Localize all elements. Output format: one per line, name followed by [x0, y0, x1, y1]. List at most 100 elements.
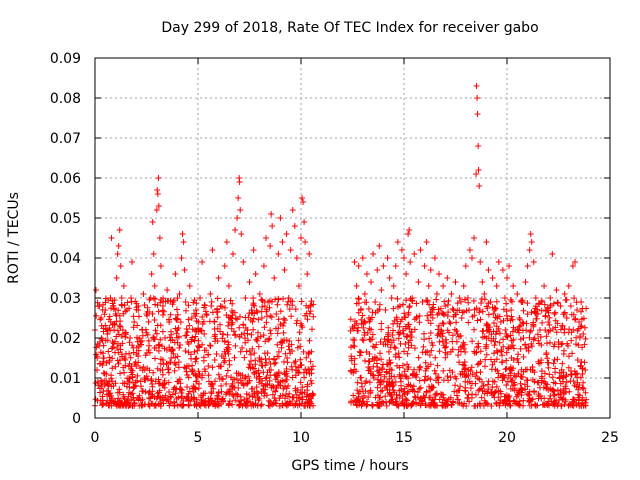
data-point: [179, 231, 186, 237]
data-point: [411, 251, 418, 257]
data-point: [104, 331, 111, 337]
data-point: [117, 263, 124, 269]
data-point: [250, 247, 257, 253]
data-point: [475, 167, 482, 173]
data-point: [561, 291, 568, 297]
data-point: [236, 179, 243, 185]
data-point: [374, 267, 381, 273]
data-point: [557, 303, 564, 309]
data-point: [291, 223, 298, 229]
data-point: [468, 255, 475, 261]
dense-scatter-cloud: [92, 295, 590, 409]
data-point: [417, 247, 424, 253]
data-point: [225, 283, 232, 289]
data-point: [471, 235, 478, 241]
data-point: [188, 315, 195, 321]
data-point: [248, 307, 255, 313]
data-point: [106, 359, 113, 365]
data-point: [155, 175, 162, 181]
data-point: [199, 259, 206, 265]
data-point: [483, 239, 490, 245]
y-tick-label: 0.04: [50, 251, 81, 267]
data-point: [159, 303, 166, 309]
data-point: [299, 195, 306, 201]
data-point: [491, 307, 498, 313]
data-point: [423, 239, 430, 245]
data-point: [174, 327, 181, 333]
x-tick-label: 25: [601, 430, 619, 446]
y-tick-label: 0.07: [50, 131, 81, 147]
data-point: [569, 263, 576, 269]
data-point: [359, 255, 366, 261]
data-point: [512, 327, 519, 333]
data-point: [501, 295, 508, 301]
data-point: [168, 355, 175, 361]
data-point: [300, 199, 307, 205]
data-point: [376, 243, 383, 249]
data-point: [234, 215, 241, 221]
data-point: [438, 327, 445, 333]
data-point: [481, 291, 488, 297]
data-point: [527, 231, 534, 237]
data-point: [103, 371, 110, 377]
data-point: [474, 95, 481, 101]
data-point: [298, 235, 304, 241]
y-tick-label: 0.08: [50, 91, 81, 107]
data-point: [476, 183, 483, 189]
data-point: [195, 343, 201, 349]
scatter-cloud-markers: [92, 295, 590, 409]
data-point: [372, 299, 379, 305]
data-point: [207, 291, 214, 297]
data-point: [489, 275, 496, 281]
data-point: [162, 335, 169, 341]
data-point: [192, 307, 199, 313]
data-point: [133, 363, 140, 369]
data-point: [227, 315, 234, 321]
data-point: [205, 363, 212, 369]
data-point: [147, 295, 154, 301]
data-point: [446, 319, 453, 325]
data-point: [543, 307, 550, 313]
data-point: [378, 287, 385, 293]
data-point: [545, 319, 552, 325]
data-point: [180, 239, 187, 245]
data-point: [258, 315, 265, 321]
data-point: [100, 355, 107, 361]
data-point: [528, 239, 535, 245]
data-point: [433, 291, 440, 297]
data-point: [277, 215, 284, 221]
data-point: [474, 111, 481, 117]
data-point: [201, 331, 208, 337]
data-point: [460, 283, 467, 289]
data-point: [516, 315, 523, 321]
data-point: [254, 335, 261, 341]
data-point: [357, 307, 364, 313]
data-point: [181, 267, 188, 273]
data-point: [355, 263, 362, 269]
data-point: [139, 327, 146, 333]
data-point: [268, 211, 275, 217]
y-tick-label: 0.09: [50, 51, 81, 67]
plot-frame: [94, 57, 611, 419]
x-tick-label: 5: [194, 430, 203, 446]
data-point: [287, 247, 294, 253]
data-point: [112, 311, 119, 317]
data-point: [172, 271, 179, 277]
data-point: [295, 283, 302, 289]
data-point: [405, 231, 412, 237]
data-point: [382, 307, 389, 313]
data-point: [211, 319, 218, 325]
data-point: [127, 335, 134, 341]
x-tick-label: 10: [292, 430, 310, 446]
data-point: [386, 275, 393, 281]
data-point: [197, 295, 204, 301]
data-point: [514, 291, 521, 297]
x-tick-label: 0: [91, 430, 100, 446]
data-point: [363, 271, 370, 277]
data-point: [93, 287, 100, 293]
data-point: [293, 255, 300, 261]
data-point: [107, 295, 114, 301]
data-point: [186, 283, 193, 289]
data-point: [425, 283, 432, 289]
